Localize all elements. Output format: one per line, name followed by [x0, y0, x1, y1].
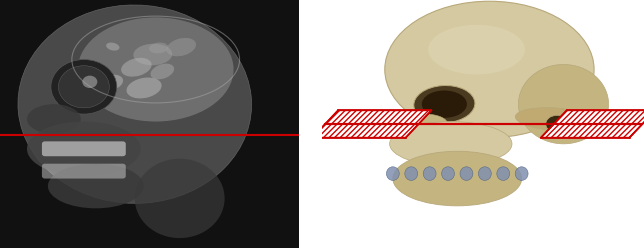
Circle shape — [545, 115, 568, 133]
Circle shape — [82, 76, 97, 88]
Ellipse shape — [414, 86, 475, 123]
Ellipse shape — [390, 122, 512, 166]
Ellipse shape — [393, 151, 522, 206]
Ellipse shape — [106, 43, 120, 51]
FancyBboxPatch shape — [0, 0, 299, 248]
FancyBboxPatch shape — [42, 164, 126, 179]
Ellipse shape — [126, 78, 162, 98]
Ellipse shape — [478, 167, 491, 181]
FancyBboxPatch shape — [322, 0, 644, 248]
Ellipse shape — [97, 75, 123, 91]
Ellipse shape — [384, 1, 594, 138]
Polygon shape — [312, 110, 431, 138]
Ellipse shape — [442, 167, 455, 181]
Ellipse shape — [121, 58, 151, 77]
Polygon shape — [541, 110, 644, 138]
Ellipse shape — [515, 167, 528, 181]
Circle shape — [59, 66, 109, 108]
Ellipse shape — [48, 164, 144, 208]
Ellipse shape — [402, 114, 448, 134]
Circle shape — [51, 60, 117, 114]
Ellipse shape — [460, 167, 473, 181]
Ellipse shape — [78, 17, 234, 122]
Ellipse shape — [133, 44, 173, 65]
Ellipse shape — [135, 159, 225, 238]
Ellipse shape — [386, 167, 399, 181]
Ellipse shape — [18, 5, 252, 203]
Ellipse shape — [422, 91, 467, 118]
Ellipse shape — [515, 108, 592, 130]
Ellipse shape — [151, 64, 174, 79]
Ellipse shape — [405, 167, 418, 181]
Ellipse shape — [27, 104, 81, 134]
Ellipse shape — [166, 38, 196, 56]
Ellipse shape — [497, 167, 509, 181]
Ellipse shape — [27, 122, 141, 176]
Ellipse shape — [423, 167, 436, 181]
Ellipse shape — [428, 25, 525, 74]
FancyBboxPatch shape — [42, 141, 126, 156]
Ellipse shape — [149, 42, 168, 53]
Ellipse shape — [518, 64, 609, 144]
